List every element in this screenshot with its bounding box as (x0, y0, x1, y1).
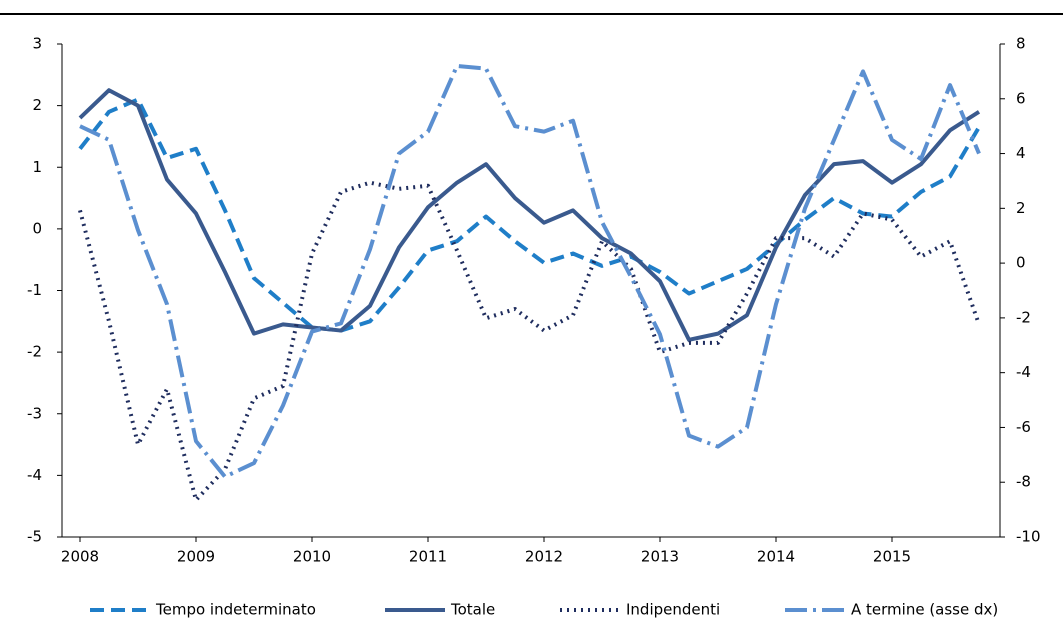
y-tick-label: -4 (27, 466, 42, 484)
x-tick-label: 2011 (409, 548, 447, 566)
y-tick-label: 0 (32, 219, 42, 237)
series-line (78, 97, 981, 333)
y2-tick-label: -4 (1016, 363, 1031, 381)
series-line (78, 180, 981, 503)
legend-label: A termine (asse dx) (851, 601, 998, 619)
y2-tick-label: 2 (1016, 199, 1026, 217)
legend-label: Tempo indeterminato (155, 601, 316, 619)
series-line (79, 63, 981, 479)
x-tick-label: 2013 (641, 548, 679, 566)
y-tick-label: 3 (32, 35, 42, 53)
y-tick-label: -2 (27, 343, 42, 361)
series-line (78, 88, 981, 342)
y-tick-label: 1 (32, 158, 42, 176)
y2-tick-label: 0 (1016, 254, 1026, 272)
y2-tick-label: 6 (1016, 89, 1026, 107)
legend-label: Totale (450, 601, 495, 619)
y2-tick-label: 8 (1016, 35, 1026, 53)
y-tick-label: -1 (27, 281, 42, 299)
y-tick-label: -3 (27, 404, 42, 422)
x-tick-label: 2009 (177, 548, 215, 566)
y2-tick-label: -6 (1016, 418, 1031, 436)
x-tick-label: 2015 (873, 548, 911, 566)
x-tick-label: 2014 (757, 548, 795, 566)
y2-tick-label: -10 (1016, 528, 1041, 546)
y2-tick-label: -8 (1016, 473, 1031, 491)
x-tick-label: 2012 (525, 548, 563, 566)
x-tick-label: 2010 (293, 548, 331, 566)
y2-tick-label: -2 (1016, 308, 1031, 326)
y-tick-label: -5 (27, 528, 42, 546)
y-tick-label: 2 (32, 96, 42, 114)
x-tick-label: 2008 (61, 548, 99, 566)
y2-tick-label: 4 (1016, 144, 1026, 162)
legend-label: Indipendenti (626, 601, 720, 619)
